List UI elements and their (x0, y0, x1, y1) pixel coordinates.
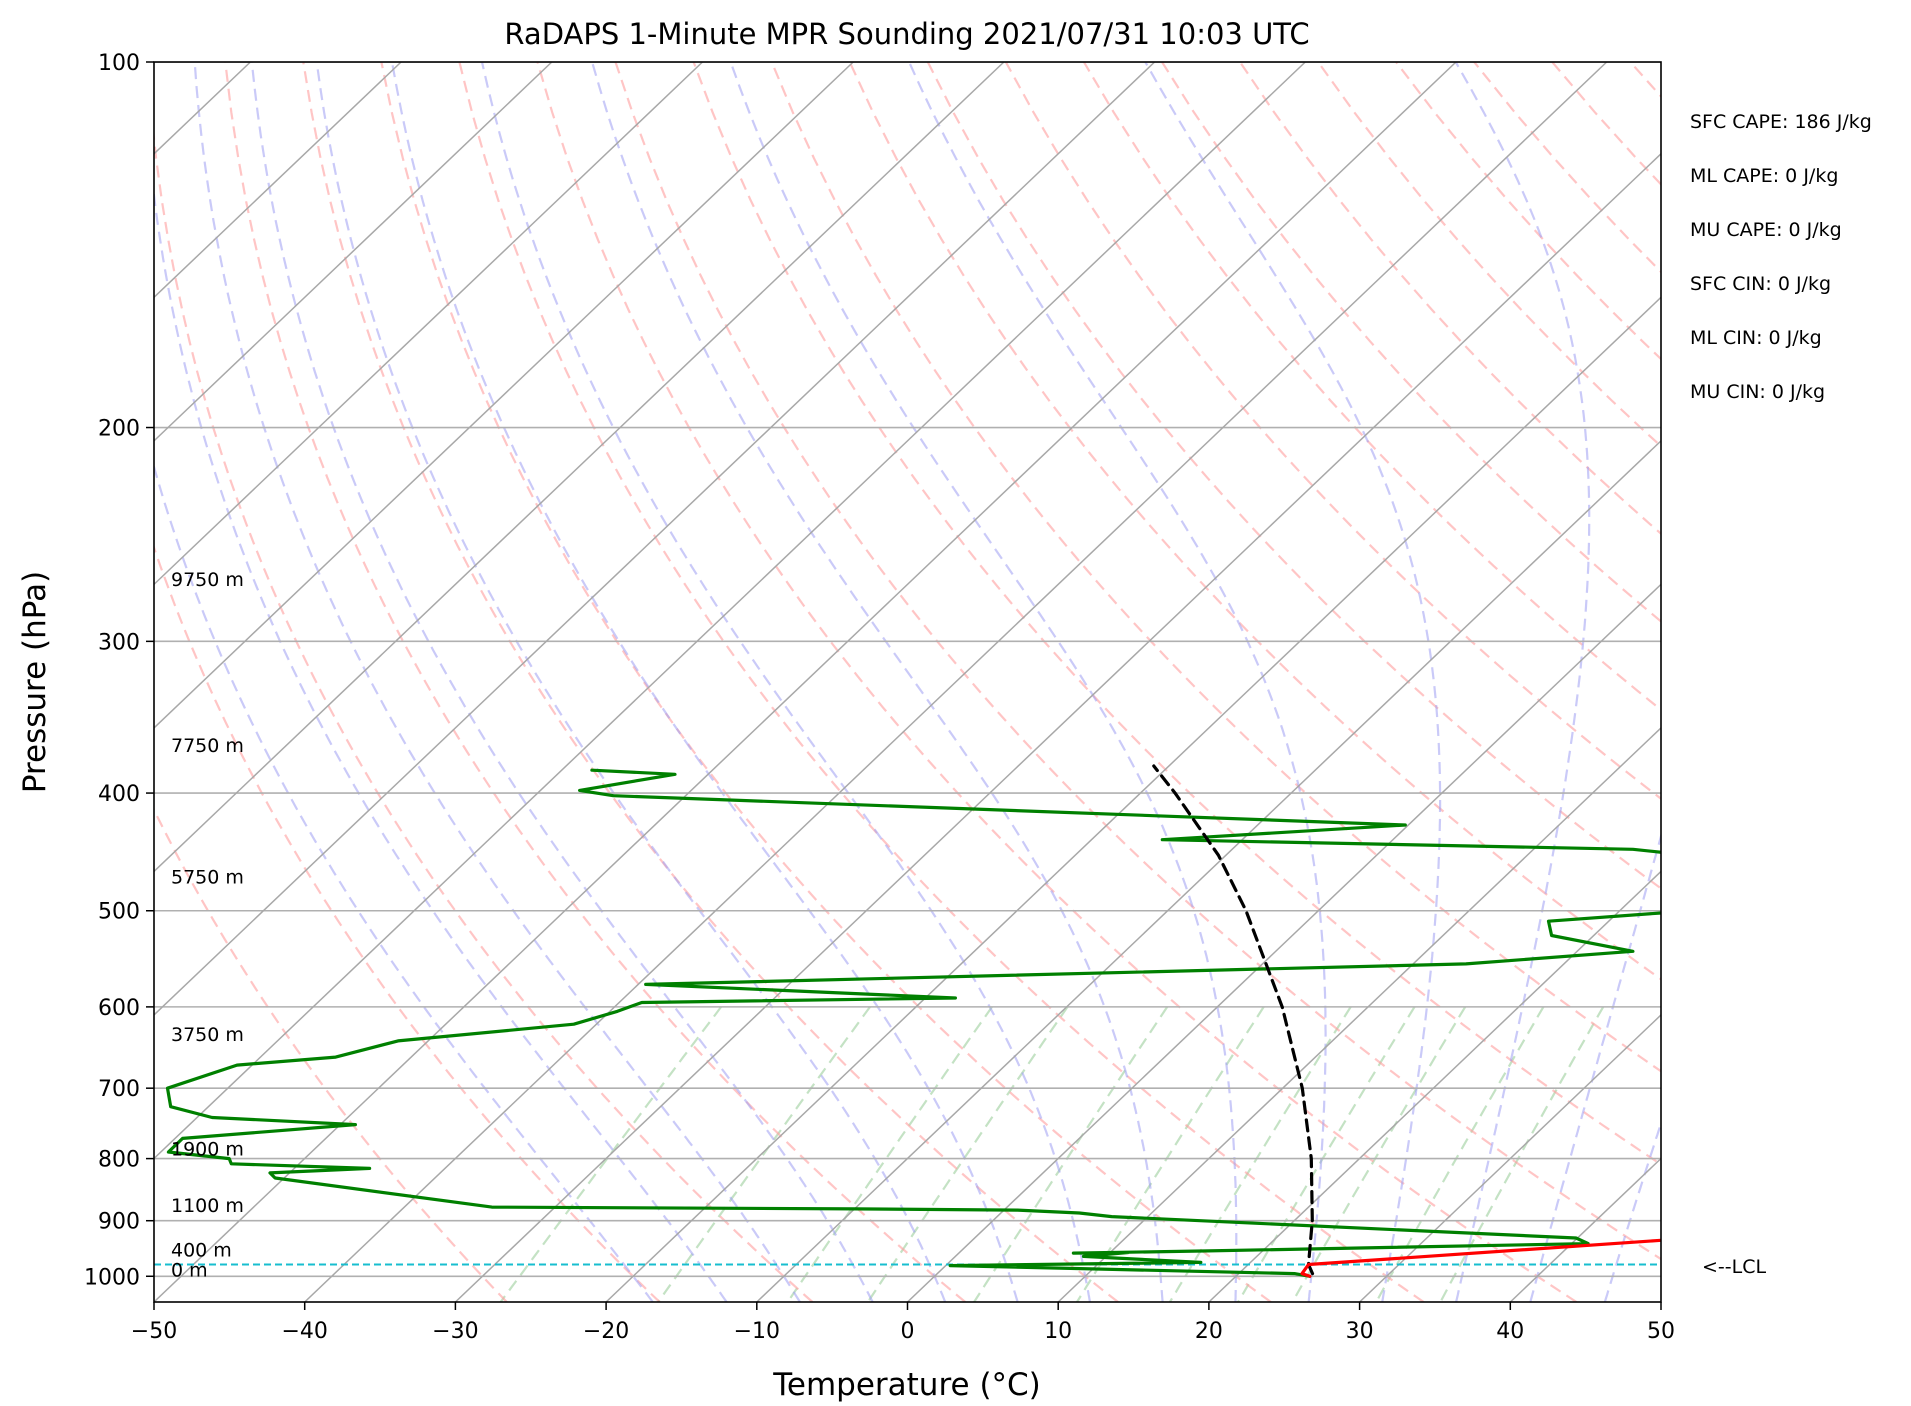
dry-adiabats (154, 62, 1661, 1302)
dry-adiabat-line (1004, 62, 1661, 801)
dry-adiabat-line (154, 128, 814, 1302)
mixing-ratio-line (866, 1006, 1069, 1302)
x-tick-label: −30 (432, 1319, 478, 1344)
isotherm-line (756, 439, 1661, 1302)
stat-text: MU CAPE: 0 J/kg (1690, 219, 1842, 241)
isotherm-line (304, 62, 1608, 1302)
moist-adiabat-line (729, 62, 1238, 1302)
x-tick-label: −10 (734, 1319, 780, 1344)
mixing-ratio-line (973, 1006, 1169, 1302)
x-tick-label: 50 (1647, 1319, 1675, 1344)
y-tick-label: 500 (98, 900, 140, 925)
moist-adiabat-line (1454, 62, 1591, 1302)
dry-adiabat-line (614, 62, 1661, 1261)
mixing-ratio-line (1076, 1006, 1265, 1302)
isotherm-line (906, 583, 1661, 1302)
dry-adiabat-line (224, 62, 966, 1302)
moist-adiabat-line (591, 62, 1164, 1302)
x-tick-label: 20 (1195, 1319, 1223, 1344)
mixing-ratio-line (657, 1006, 871, 1302)
mixing-ratio-line (786, 1006, 993, 1302)
isotherm-line (154, 62, 1156, 1016)
height-label: 9750 m (171, 569, 244, 591)
x-tick-label: 30 (1346, 1319, 1374, 1344)
dry-adiabat-line (926, 62, 1661, 890)
y-tick-label: 800 (98, 1148, 140, 1173)
isotherm-line (154, 62, 553, 442)
moist-adiabat-line (1144, 62, 1442, 1302)
y-axis-ticks: 100 200 300 400 500 600 700 800 900 1000 (84, 51, 154, 1290)
height-label: 1100 m (171, 1195, 244, 1217)
dry-adiabat-line (536, 62, 1578, 1302)
isotherm-line (454, 152, 1661, 1302)
series-line-2 (1300, 1238, 1661, 1278)
height-label: 1900 m (171, 1138, 244, 1160)
plot-area (154, 62, 1661, 1302)
stat-text: ML CAPE: 0 J/kg (1690, 165, 1838, 187)
height-label: 400 m (171, 1239, 232, 1261)
x-tick-label: 10 (1044, 1319, 1072, 1344)
isotherm-line (605, 296, 1661, 1302)
isotherm-line (154, 62, 1457, 1302)
y-tick-label: 200 (98, 417, 140, 442)
mixing-ratio-line (1375, 1006, 1545, 1302)
x-tick-label: 40 (1496, 1319, 1524, 1344)
y-tick-label: 900 (98, 1210, 140, 1235)
isotherm-gridlines (154, 62, 1661, 1302)
moist-adiabat-line (908, 62, 1327, 1302)
y-tick-label: 600 (98, 996, 140, 1021)
y-tick-label: 700 (98, 1077, 140, 1102)
isotherm-line (154, 62, 704, 586)
sounding-series (165, 764, 1661, 1278)
isotherm-line (154, 62, 1005, 873)
isotherm-line (154, 62, 1306, 1160)
height-label: 5750 m (171, 867, 244, 889)
chart-title: RaDAPS 1-Minute MPR Sounding 2021/07/31 … (504, 17, 1309, 51)
series-line-1 (1152, 764, 1315, 1276)
y-tick-label: 300 (98, 630, 140, 655)
dry-adiabat-line (1082, 62, 1661, 712)
moist-adiabat-line (193, 62, 801, 1302)
y-tick-label: 400 (98, 782, 140, 807)
dry-adiabat-line (154, 807, 508, 1302)
dry-adiabat-line (380, 62, 1272, 1302)
stats-panel: SFC CAPE: 186 J/kg ML CAPE: 0 J/kg MU CAPE… (1690, 111, 1872, 403)
y-axis-label: Pressure (hPa) (17, 571, 53, 793)
isotherm-line (1208, 870, 1661, 1302)
moist-adiabat-line (1529, 832, 1661, 1302)
stat-text: SFC CAPE: 186 J/kg (1690, 111, 1872, 133)
dry-adiabat-line (302, 62, 1119, 1302)
y-tick-label: 1000 (84, 1265, 140, 1290)
dry-adiabat-line (154, 544, 661, 1302)
height-label: 3750 m (171, 1024, 244, 1046)
lcl-label: <--LCL (1702, 1256, 1766, 1278)
mixing-ratio-line (1439, 1006, 1605, 1302)
x-tick-label: −50 (131, 1319, 177, 1344)
x-axis-ticks: −50 −40 −30 −20 −10 0 10 20 30 40 50 (131, 1302, 1675, 1344)
series-line-0 (165, 768, 1661, 1278)
height-label: 7750 m (171, 735, 244, 757)
mixing-ratio-line (1168, 1006, 1352, 1302)
isotherm-line (154, 62, 402, 299)
y-tick-label: 100 (98, 51, 140, 76)
x-axis-label: Temperature (°C) (772, 1367, 1041, 1403)
stat-text: ML CIN: 0 J/kg (1690, 327, 1822, 349)
height-label: 0 m (171, 1259, 208, 1281)
height-labels: 9750 m 7750 m 5750 m 3750 m 1900 m 1100 m 400 … (171, 569, 244, 1281)
moist-adiabat-line (154, 186, 728, 1302)
x-tick-label: −40 (281, 1319, 327, 1344)
isotherm-line (1057, 726, 1661, 1302)
stat-text: SFC CIN: 0 J/kg (1690, 273, 1831, 295)
stat-text: MU CIN: 0 J/kg (1690, 381, 1825, 403)
x-tick-label: 0 (901, 1319, 915, 1344)
moist-adiabat-line (315, 62, 947, 1302)
moist-adiabat-line (154, 463, 654, 1302)
mixing-ratio-line (499, 1006, 722, 1302)
isotherm-line (154, 62, 854, 729)
x-tick-label: −20 (583, 1319, 629, 1344)
isotherm-line (1359, 1013, 1661, 1302)
